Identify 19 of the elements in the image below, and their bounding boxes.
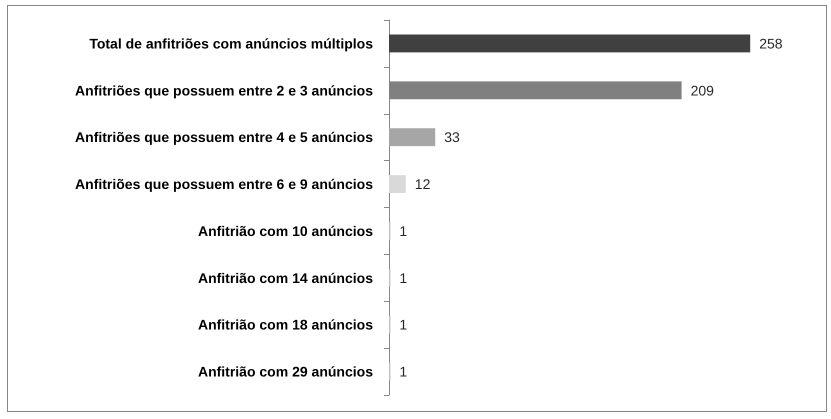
y-tick-label: Total de anfitriões com anúncios múltiplos	[89, 35, 374, 52]
bar	[389, 128, 436, 146]
y-tick-label: Anfitriões que possuem entre 4 e 5 anúncios	[75, 129, 374, 146]
data-label: 33	[444, 129, 460, 146]
data-label: 1	[399, 316, 408, 333]
y-tick-label: Anfitrião com 14 anúncios	[198, 270, 374, 286]
bar	[389, 175, 406, 193]
data-label: 1	[399, 270, 408, 286]
y-tick-label: Anfitrião com 18 anúncios	[198, 316, 374, 333]
bar	[389, 34, 750, 52]
y-tick-label: Anfitrião com 29 anúncios	[198, 364, 374, 380]
y-tick-label: Anfitriões que possuem entre 2 e 3 anúncios	[75, 82, 374, 98]
data-label: 258	[759, 35, 783, 52]
y-tick-label: Anfitriões que possuem entre 6 e 9 anúncios	[75, 176, 374, 192]
data-label: 12	[414, 176, 431, 192]
y-tick-label: Anfitrião com 10 anúncios	[198, 222, 374, 239]
data-label: 1	[399, 222, 408, 239]
data-label: 209	[690, 82, 714, 98]
data-label: 1	[399, 364, 408, 380]
